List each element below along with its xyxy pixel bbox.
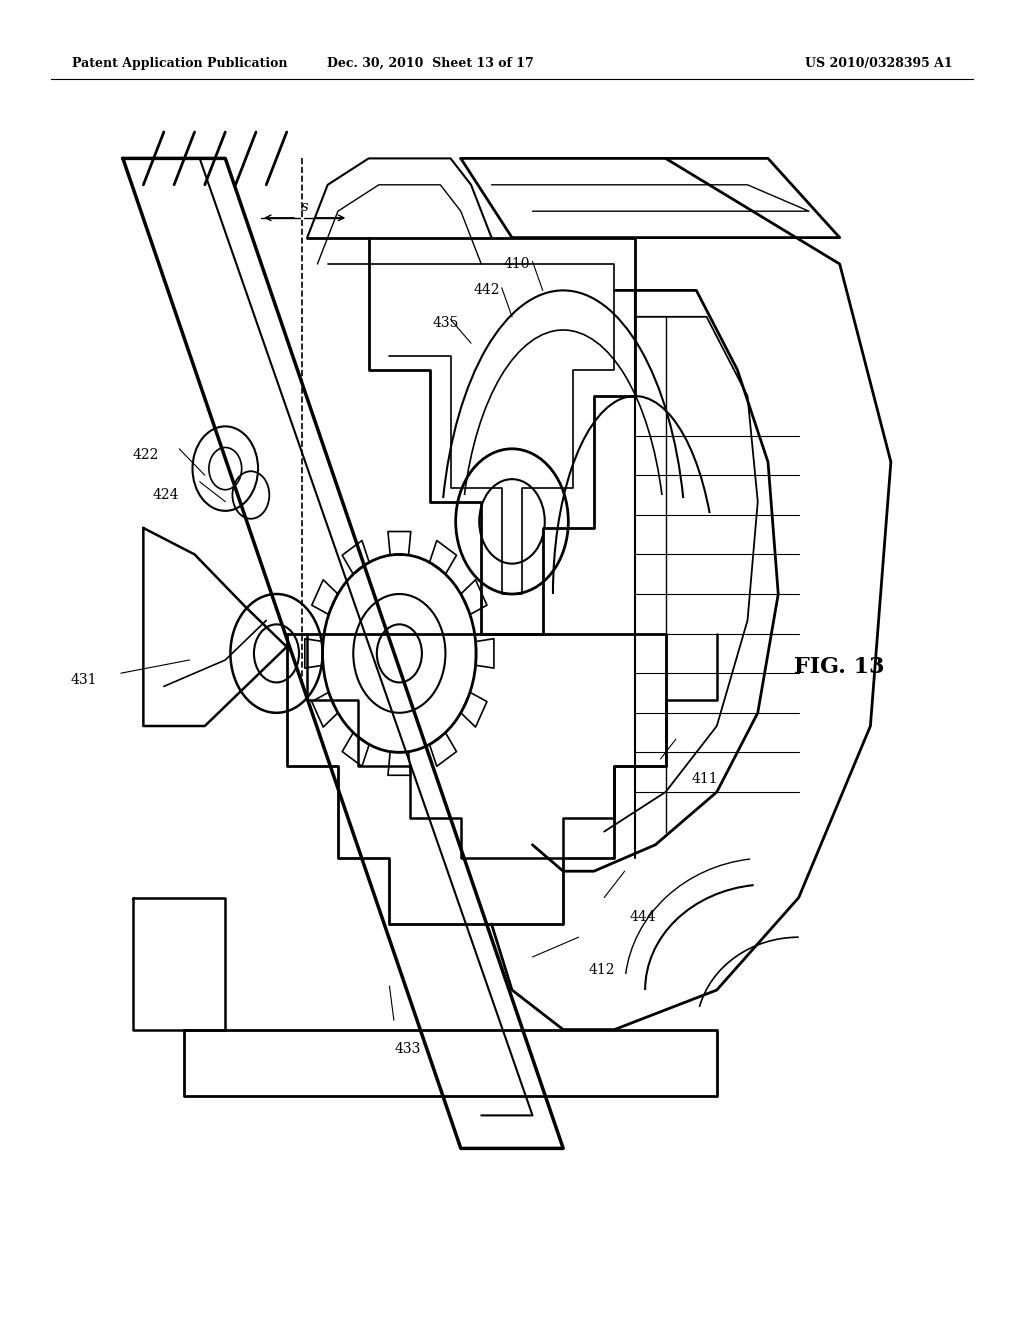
- Text: 412: 412: [589, 964, 615, 977]
- Text: Dec. 30, 2010  Sheet 13 of 17: Dec. 30, 2010 Sheet 13 of 17: [327, 57, 534, 70]
- Text: 442: 442: [473, 284, 500, 297]
- Text: s: s: [301, 201, 309, 214]
- Text: Patent Application Publication: Patent Application Publication: [72, 57, 287, 70]
- Text: 433: 433: [394, 1043, 421, 1056]
- Text: 411: 411: [691, 772, 718, 785]
- Text: 435: 435: [432, 317, 459, 330]
- Text: 424: 424: [153, 488, 179, 502]
- Text: 431: 431: [71, 673, 97, 686]
- Text: FIG. 13: FIG. 13: [795, 656, 885, 677]
- Text: 444: 444: [630, 911, 656, 924]
- Text: 410: 410: [504, 257, 530, 271]
- Text: US 2010/0328395 A1: US 2010/0328395 A1: [805, 57, 952, 70]
- Text: 422: 422: [132, 449, 159, 462]
